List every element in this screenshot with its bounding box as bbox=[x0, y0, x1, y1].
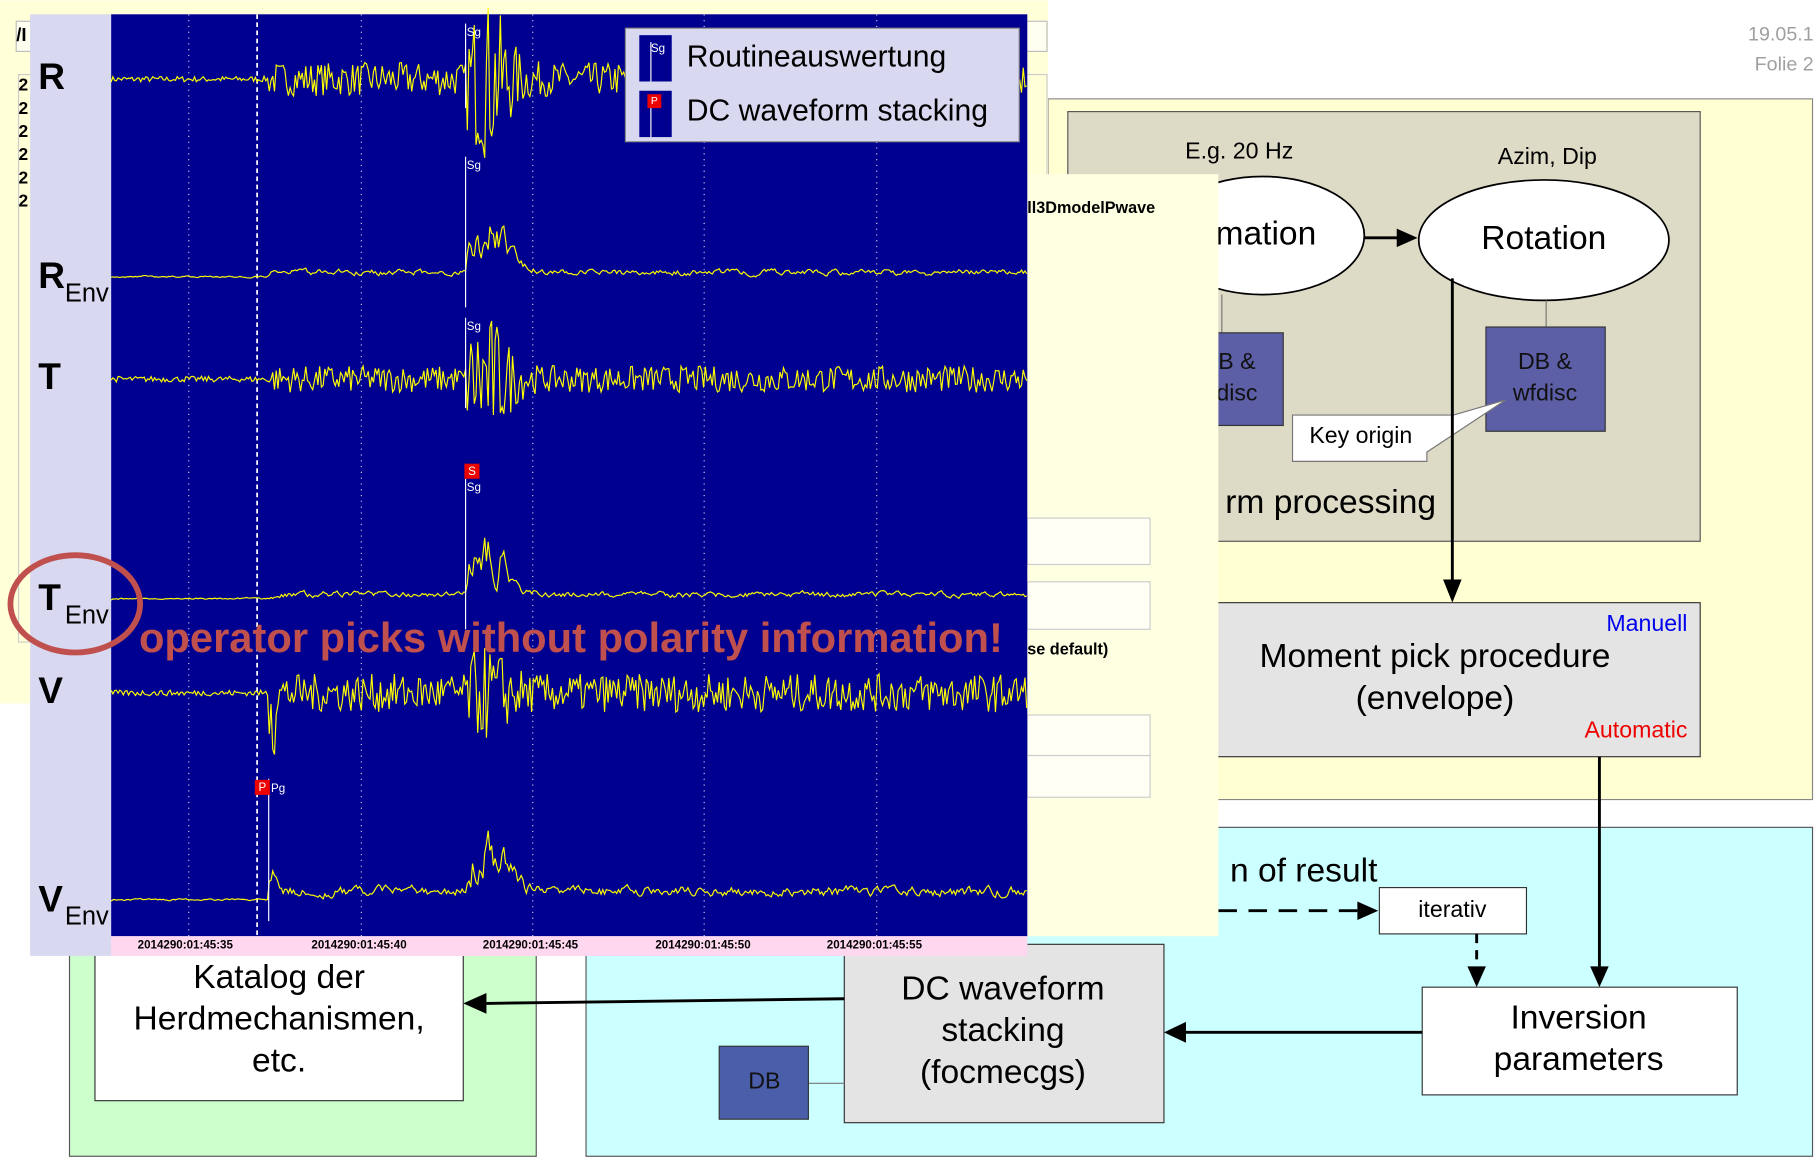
legend-icon bbox=[647, 94, 662, 109]
transformation-label: mation bbox=[1215, 215, 1316, 252]
marker-label: P bbox=[258, 782, 266, 794]
marker bbox=[254, 779, 270, 795]
legend bbox=[624, 27, 1020, 143]
db-label: DB bbox=[748, 1067, 780, 1093]
db-label: B & bbox=[1218, 348, 1256, 374]
legend-icon-label: Sg bbox=[651, 43, 665, 55]
row-fragment: 2 bbox=[19, 191, 29, 211]
seismogram-plot bbox=[111, 14, 1028, 937]
katalog-box bbox=[94, 943, 464, 1102]
rotation-label: Rotation bbox=[1481, 220, 1606, 257]
db-label: DB & bbox=[1518, 348, 1573, 374]
arrowhead bbox=[1357, 901, 1379, 920]
time-label: 2014290:01:45:45 bbox=[483, 940, 579, 952]
input-field bbox=[1026, 581, 1151, 630]
legend-icon bbox=[639, 35, 672, 82]
katalog-label: etc. bbox=[252, 1042, 306, 1079]
window-title: /I bbox=[16, 24, 26, 45]
db-box bbox=[718, 1045, 809, 1120]
db-label: wfdisc bbox=[1512, 379, 1577, 405]
trace-label-sub: Env bbox=[65, 601, 109, 629]
trace-label-sub: Env bbox=[65, 902, 109, 930]
row-fragment: 2 bbox=[19, 75, 29, 95]
pick-label: Pg bbox=[271, 783, 285, 795]
marker-label: S bbox=[468, 466, 476, 478]
input-field bbox=[1026, 714, 1151, 757]
arrowhead bbox=[463, 992, 487, 1014]
frequency-note: E.g. 20 Hz bbox=[1185, 137, 1293, 163]
time-label: 2014290:01:45:50 bbox=[655, 940, 750, 952]
highlight-circle bbox=[7, 552, 144, 656]
arrowhead bbox=[1467, 966, 1486, 988]
waveform bbox=[110, 648, 1028, 755]
pick-label: Sg bbox=[467, 27, 481, 39]
moment-pick-label: (envelope) bbox=[1356, 680, 1515, 717]
trace-label: V bbox=[38, 669, 63, 711]
moment-pick-box bbox=[1203, 602, 1701, 758]
panel-title: rm processing bbox=[1225, 484, 1436, 521]
pick-label: Sg bbox=[467, 321, 481, 333]
pick-label: Sg bbox=[467, 482, 481, 494]
input-field bbox=[1026, 517, 1151, 566]
waveform bbox=[110, 537, 1027, 601]
time-label: 2014290:01:45:40 bbox=[311, 940, 406, 952]
dc-stacking-box bbox=[843, 943, 1165, 1124]
trace-label: T bbox=[38, 355, 61, 397]
row-fragment: 2 bbox=[19, 98, 29, 118]
legend-label: Routineauswertung bbox=[687, 40, 946, 73]
arrow bbox=[486, 997, 845, 1005]
manual-label: Manuell bbox=[1606, 610, 1687, 636]
automatic-label: Automatic bbox=[1584, 716, 1687, 742]
row-fragment: 2 bbox=[19, 121, 29, 141]
row-fragment: 2 bbox=[19, 144, 29, 164]
arrowhead bbox=[1163, 1021, 1186, 1043]
arrowhead bbox=[1396, 228, 1418, 248]
marker bbox=[464, 463, 480, 479]
iterativ-label: iterativ bbox=[1418, 896, 1487, 922]
inversion-label: Inversion bbox=[1510, 999, 1646, 1036]
inversion-box bbox=[1421, 986, 1738, 1096]
arrowhead bbox=[1590, 966, 1609, 988]
pick-label: Sg bbox=[467, 160, 481, 172]
row-fragment: 2 bbox=[19, 167, 29, 187]
moment-pick-label: Moment pick procedure bbox=[1260, 638, 1611, 675]
iterativ-box bbox=[1378, 886, 1528, 935]
dc-stacking-label: DC waveform bbox=[901, 971, 1104, 1008]
angles-note: Azim, Dip bbox=[1498, 143, 1597, 169]
waveform bbox=[110, 320, 1028, 416]
dc-stacking-label: stacking bbox=[941, 1012, 1064, 1049]
waveform bbox=[111, 224, 1028, 279]
legend-icon-label: P bbox=[651, 96, 658, 107]
arrowhead bbox=[1443, 579, 1462, 603]
dialog-text: se default) bbox=[1027, 640, 1108, 658]
trace-label: T bbox=[38, 576, 61, 618]
time-label: 2014290:01:45:55 bbox=[827, 940, 923, 952]
date: 19.05.1 bbox=[1748, 23, 1814, 45]
legend-label: DC waveform stacking bbox=[687, 95, 988, 128]
dialog-text: ll3DmodelPwave bbox=[1027, 199, 1155, 217]
katalog-label: Herdmechanismen, bbox=[134, 1001, 425, 1038]
panel-title: n of result bbox=[1230, 852, 1378, 889]
waveform bbox=[110, 830, 1027, 902]
trace-label-sub: Env bbox=[65, 279, 109, 307]
db-label: disc bbox=[1216, 379, 1257, 405]
inversion-label: parameters bbox=[1494, 1041, 1664, 1078]
katalog-label: Katalog der bbox=[193, 959, 365, 996]
trace-label: R bbox=[38, 55, 65, 97]
input-field bbox=[1026, 754, 1151, 798]
rotation-node bbox=[1417, 179, 1670, 302]
trace-label: R bbox=[38, 254, 65, 296]
db-box bbox=[1485, 326, 1606, 432]
callout-label: Key origin bbox=[1309, 422, 1412, 448]
dc-stacking-label: (focmecgs) bbox=[920, 1054, 1086, 1091]
time-axis bbox=[111, 936, 1028, 956]
trace-label: V bbox=[38, 877, 63, 919]
time-label: 2014290:01:45:35 bbox=[138, 940, 234, 952]
slide-number: Folie 2 bbox=[1755, 53, 1814, 75]
annotation: operator picks without polarity informat… bbox=[139, 614, 1003, 661]
